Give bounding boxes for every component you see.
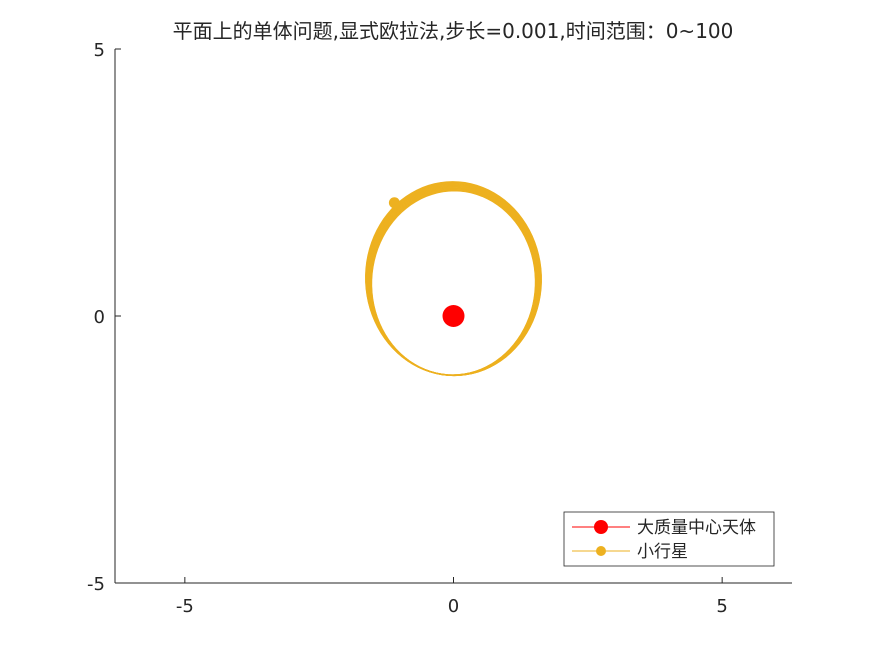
x-tick-label: 0 [448, 596, 459, 617]
y-tick-label: -5 [87, 574, 105, 595]
asteroid-orbit-loop [365, 181, 542, 377]
chart-title: 平面上的单体问题,显式欧拉法,步长=0.001,时间范围：0~100 [173, 19, 734, 43]
legend-marker-asteroid [596, 546, 606, 556]
legend: 大质量中心天体 小行星 [563, 511, 775, 567]
y-tick-label: 0 [94, 307, 105, 328]
legend-label-asteroid: 小行星 [637, 542, 688, 562]
orbit-trajectory [365, 181, 542, 377]
x-tick-label: 5 [716, 596, 727, 617]
y-axis-ticks: -5 0 5 [87, 40, 121, 595]
legend-label-central-body: 大质量中心天体 [637, 518, 756, 538]
x-axis-ticks: -5 0 5 [176, 577, 728, 617]
chart-marks [388, 197, 465, 327]
central-body-point [442, 305, 465, 327]
asteroid-point [388, 197, 400, 209]
y-tick-label: 5 [94, 40, 105, 61]
legend-marker-central-body [594, 520, 608, 534]
x-tick-label: -5 [176, 596, 194, 617]
